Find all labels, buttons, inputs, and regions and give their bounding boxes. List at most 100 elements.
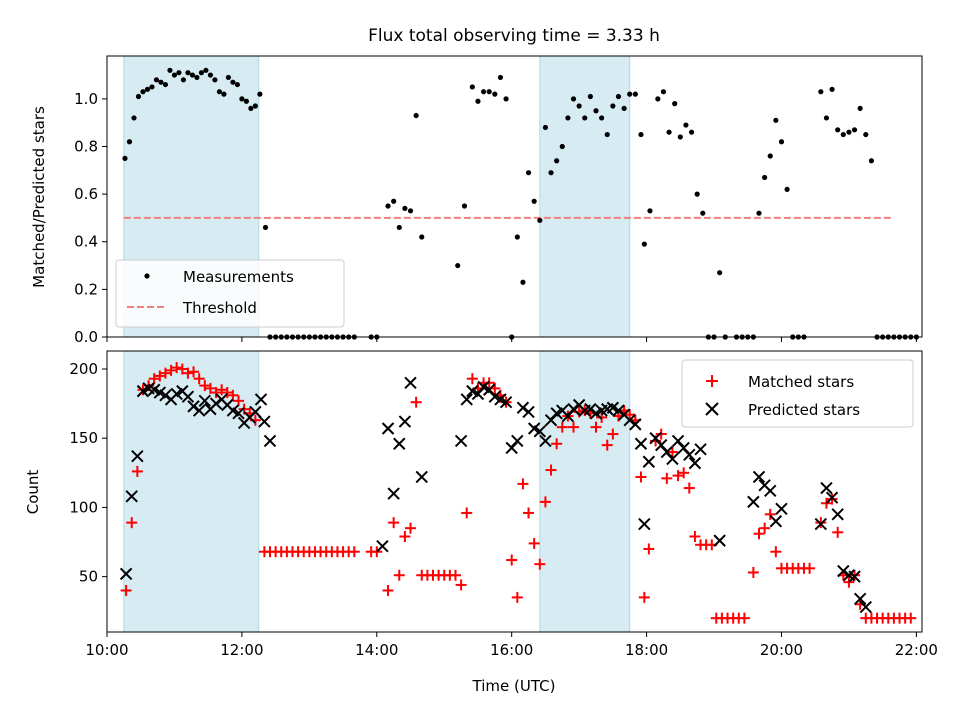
measurement-point [717,270,723,276]
measurement-point [576,103,582,109]
legend-measurements-label: Measurements [183,268,294,286]
measurement-point [863,131,869,138]
predicted-star-point [623,414,636,427]
predicted-star-point [159,389,172,402]
y-tick-label: 150 [69,429,98,447]
matched-star-point [182,367,194,379]
measurement-point [480,89,487,95]
cross-marker-b [842,569,856,582]
cross-marker-b [466,384,479,398]
measurement-point [419,234,425,240]
matched-star-point [661,472,673,484]
measurement-point [672,101,678,107]
matched-star-point [643,543,655,555]
measurement-point [615,93,622,100]
cross-marker-b [567,402,580,416]
cross-marker-b [192,404,206,417]
predicted-star-point [837,564,850,578]
matched-star-point [449,569,461,581]
bottom-x-axis-ticks: 10:00 12:00 14:00 16:00 18:00 20:00 22:00 [85,632,938,659]
cross-marker-b [522,405,535,419]
predicted-star-point [511,434,524,448]
measurement-point [144,86,151,92]
predicted-star-point [752,470,766,484]
measurement-point [531,198,537,204]
cross-marker-b [131,449,144,463]
shaded-interval [539,55,631,338]
measurement-point [185,70,191,76]
measurement-point [868,158,875,164]
measurement-point [582,115,588,121]
measurement-point [851,127,858,133]
matched-star-point [193,373,205,385]
cross-marker-b [837,564,850,578]
measurement-point [593,108,599,114]
measurement-point [762,174,768,181]
y-tick-label: 1.0 [74,90,98,108]
matched-stars-points [120,362,917,624]
measurement-point [537,217,543,223]
cross-marker-b [683,448,696,462]
predicted-star-point [694,443,707,456]
cross-marker-b [454,434,468,448]
x-tick-label: 16:00 [490,641,533,659]
cross-marker-b [634,437,648,450]
top-legend-box [115,259,345,328]
cross-marker-b [769,515,783,528]
predicted-star-point [254,393,268,406]
matched-star-point [348,546,360,558]
cross-marker-b [159,389,172,402]
legend-predicted-label: Predicted stars [748,401,860,419]
cross-marker-b [393,437,406,450]
measurement-point [171,72,178,78]
matched-star-point [506,554,518,566]
shaded-interval [123,350,260,633]
cross-marker-b [642,455,656,468]
predicted-star-point [814,517,828,531]
matched-star-point [747,566,759,578]
measurement-point [660,89,667,95]
cross-marker-b [677,441,690,455]
cross-marker-b [747,495,760,509]
bottom-plot-frame [106,350,923,633]
cross-marker-b [176,384,189,398]
cross-marker-b [187,400,200,413]
predicted-star-point [387,487,400,500]
matched-star-point [601,439,613,451]
predicted-star-point [859,600,873,614]
predicted-star-point [398,415,412,428]
predicted-star-point [825,491,839,504]
y-tick-label: 100 [69,498,98,516]
legend-matched-marker [706,375,718,387]
predicted-star-point [638,517,651,531]
measurement-point [604,131,610,138]
matched-star-point [204,382,216,394]
cross-marker-b [209,397,223,410]
matched-star-point [382,584,394,596]
cross-marker-b [623,414,636,427]
measurement-point [239,96,245,102]
matched-star-point [770,546,782,558]
cross-marker-b [254,393,268,406]
matched-star-point [528,537,540,549]
shaded-interval [539,350,631,633]
matched-star-point [843,576,855,588]
cross-marker-b [848,570,861,583]
measurement-point [391,198,397,204]
top-x-axis-ticks [106,337,917,342]
matched-star-point [590,421,602,433]
matched-star-point [638,591,650,603]
measurement-point [778,139,785,145]
matched-star-point [120,584,132,596]
predicted-star-point [666,452,679,466]
measurement-point [396,224,402,231]
measurement-point [559,143,565,150]
cross-marker-b [148,383,161,396]
measurement-point [835,127,841,133]
measurement-point [632,91,638,97]
predicted-star-point [125,490,138,503]
cross-marker-b [381,422,395,435]
measurement-point [503,96,509,102]
predicted-star-point [831,508,844,521]
